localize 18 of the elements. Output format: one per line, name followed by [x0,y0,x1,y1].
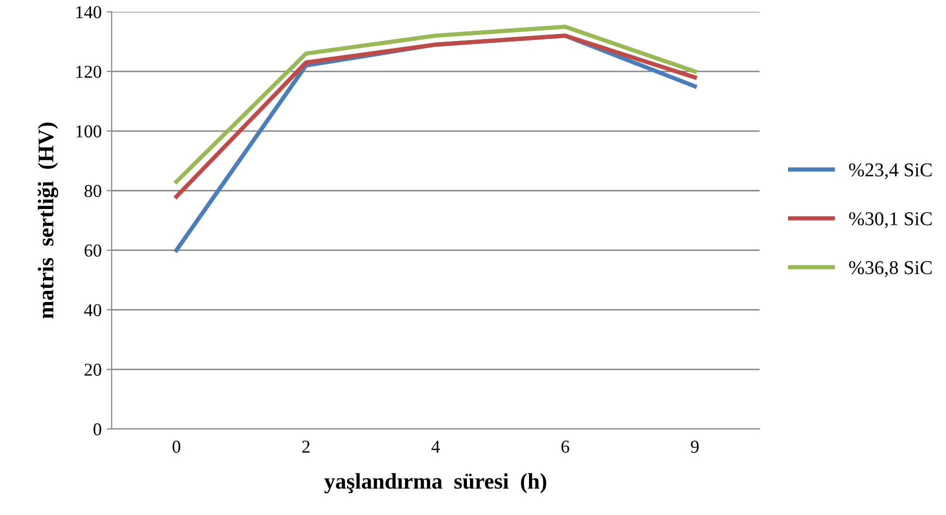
y-tick-label: 80 [84,184,102,198]
legend-label: %30,1 SiC [849,212,932,228]
y-tick-label: 0 [94,423,102,436]
y-axis-title: matris sertliği (HV) [38,122,58,319]
x-axis-title: yaşlandırma süresi (h) [324,473,546,494]
x-tick-label: 9 [690,440,699,453]
x-tick-label: 6 [561,440,570,453]
legend-label: %23,4 SiC [849,163,932,180]
y-tick-label: 40 [84,304,102,316]
y-tick-label: 120 [76,66,102,78]
x-tick-label: 4 [431,440,440,453]
y-tick-label: 60 [84,244,102,257]
x-tick-label: 0 [172,440,180,453]
y-tick-label: 20 [84,364,102,376]
y-tick-label: 140 [76,6,102,18]
x-tick-label: 2 [302,440,310,453]
legend-label: %36,8 SiC [849,261,932,278]
y-tick-label: 100 [76,125,102,138]
